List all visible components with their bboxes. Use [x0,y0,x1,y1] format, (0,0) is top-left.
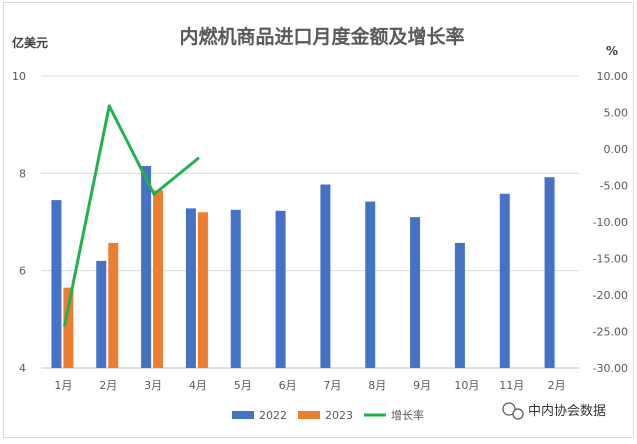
right-tick-label: -30.00 [593,362,628,375]
left-tick-label: 10 [12,70,26,83]
bar-2022 [499,193,510,368]
bar-2023 [153,190,164,368]
category-label: 4月 [189,379,207,392]
bar-2022 [410,217,421,368]
bar-2022 [230,209,241,368]
left-tick-label: 6 [19,265,26,278]
category-label: 5月 [234,379,252,392]
category-label: 9月 [413,379,431,392]
right-tick-label: -5.00 [600,180,628,193]
right-tick-label: -10.00 [593,216,628,229]
right-tick-label: -15.00 [593,253,628,266]
watermark-text: 中内协会数据 [528,403,606,419]
category-label: 11月 [499,379,524,392]
category-label: 8月 [368,379,386,392]
bar-2022 [96,260,107,368]
right-tick-label: -25.00 [593,326,628,339]
category-label: 1月 [54,379,72,392]
bars-group [51,166,555,368]
legend-label: 增长率 [391,408,424,422]
category-label: 7月 [323,379,341,392]
legend-swatch-2022 [232,411,254,419]
bar-2022 [141,166,152,368]
right-axis-unit: % [606,44,618,58]
bar-2022 [51,200,62,368]
axis-labels: 4 6 8 10 10.00 5.00 0.00 -5.00 -10.00 -15.00 -20.0… [12,70,628,392]
category-label: 3月 [144,379,162,392]
left-tick-label: 4 [19,362,26,375]
bar-2023 [108,242,119,368]
chart-title: 内燃机商品进口月度金额及增长率 [179,25,464,48]
bar-2022 [275,210,286,368]
watermark: 中内协会数据 [502,402,606,420]
bar-2022 [544,177,555,368]
gridlines [41,75,579,369]
bar-2022 [365,201,376,368]
category-label: 2月 [99,379,117,392]
right-tick-label: 5.00 [604,107,629,120]
legend-label: 2023 [325,409,353,422]
growth-line-group [62,104,200,327]
bar-2023 [197,212,208,368]
growth-rate-line [62,104,200,327]
chart-frame: 内燃机商品进口月度金额及增长率 亿美元 % 4 6 8 10 10.00 5.00 0.00… [3,2,634,438]
right-tick-label: 0.00 [604,143,629,156]
right-tick-label: -20.00 [593,289,628,302]
legend: 2022 2023 增长率 [232,408,424,422]
right-tick-label: 10.00 [597,70,629,83]
bar-2022 [185,208,196,368]
category-label: 6月 [279,379,297,392]
chart-svg: 内燃机商品进口月度金额及增长率 亿美元 % 4 6 8 10 10.00 5.00 0.00… [12,25,628,422]
wechat-icon [502,402,524,420]
bar-2022 [454,242,465,368]
legend-label: 2022 [259,409,287,422]
category-label: 10月 [454,379,479,392]
left-axis-unit: 亿美元 [12,35,48,50]
legend-swatch-2023 [298,411,320,419]
bar-2022 [320,184,331,368]
category-label: 2月 [548,379,566,392]
bar-2023 [63,287,74,368]
left-tick-label: 8 [19,167,26,180]
